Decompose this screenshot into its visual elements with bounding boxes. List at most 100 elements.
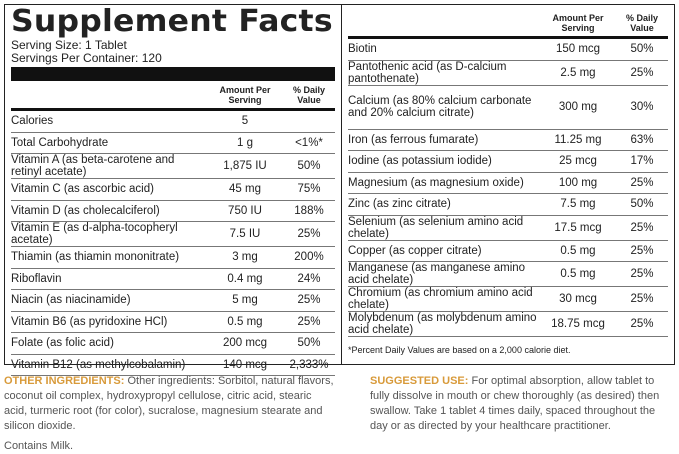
nutrient-dv: 25% (630, 318, 654, 330)
servings-per-container: Servings Per Container: 120 (11, 51, 162, 65)
nutrient-name: Calcium (as 80% calcium carbonate and 20… (348, 95, 532, 119)
nutrient-amount: 7.5 mg (560, 198, 596, 211)
nutrient-dv: 63% (630, 133, 654, 146)
nutrient-name: Folate (as folic acid) (11, 337, 114, 350)
other-ingredients: OTHER INGREDIENTS: Other ingredients: So… (4, 375, 334, 452)
nutrient-dv: 25% (297, 294, 321, 307)
nutrient-name: Biotin (348, 43, 377, 56)
table-row: Magnesium (as magnesium oxide) 100 mg 25% (348, 173, 668, 194)
table-row: Calcium (as 80% calcium carbonate and 20… (348, 86, 668, 130)
nutrient-dv: 50% (297, 160, 321, 172)
nutrient-name: Molybdenum (as molybdenum amino acid che… (348, 312, 537, 336)
nutrient-name: Thiamin (as thiamin mononitrate) (11, 251, 180, 264)
table-row: Copper (as copper citrate) 0.5 mg 25% (348, 241, 668, 262)
nutrient-name: Vitamin D (as cholecalciferol) (11, 204, 160, 217)
nutrient-name: Selenium (as selenium amino acid chelate… (348, 215, 524, 240)
nutrient-name: Magnesium (as magnesium oxide) (348, 176, 524, 189)
table-row: Pantothenic acid (as D-calcium pantothen… (348, 61, 668, 86)
nutrient-amount: 45 mg (229, 183, 261, 196)
table-row: Iodine (as potassium iodide) 25 mcg 17% (348, 151, 668, 173)
table-row: Iron (as ferrous fumarate) 11.25 mg 63% (348, 130, 668, 151)
table-header: Amount Per Serving% Daily Value (11, 81, 335, 111)
nutrient-dv: 30% (630, 101, 654, 113)
table-row: Manganese (as manganese amino acid chela… (348, 262, 668, 287)
table-row: Total Carbohydrate 1 g <1%* (11, 133, 335, 154)
table-row: Biotin 150 mcg 50% (348, 39, 668, 61)
divider-bar (11, 67, 335, 81)
table-row: Thiamin (as thiamin mononitrate) 3 mg 200% (11, 247, 335, 269)
nutrient-amount: 0.4 mg (227, 272, 263, 285)
nutrient-dv: 50% (630, 43, 654, 56)
table-row: Molybdenum (as molybdenum amino acid che… (348, 312, 668, 337)
table-header: Amount Per Serving% Daily Value (348, 5, 668, 39)
nutrient-name: Riboflavin (11, 272, 62, 285)
table-row: Riboflavin 0.4 mg 24% (11, 269, 335, 290)
nutrient-name: Calories (11, 115, 54, 128)
nutrient-dv: 2,333% (289, 358, 329, 371)
nutrient-dv: 25% (630, 66, 654, 79)
nutrient-amount: 30 mcg (559, 293, 597, 305)
nutrient-amount: 750 IU (228, 204, 262, 217)
nutrient-dv: 25% (297, 315, 321, 328)
supplement-facts-left: Supplement Facts Serving Size: 1 Tablet … (4, 4, 342, 376)
nutrient-amount: 1 g (237, 136, 253, 149)
nutrient-dv: 50% (297, 337, 321, 350)
table-row: Vitamin A (as beta-carotene and retinyl … (11, 154, 335, 179)
allergen-note: Contains Milk. (4, 440, 74, 452)
nutrient-amount: 200 mcg (222, 337, 268, 350)
nutrient-name: Vitamin B12 (as methylcobalamin) (11, 358, 186, 371)
nutrient-name: Vitamin E (as d-alpha-tocopheryl acetate… (11, 222, 178, 246)
nutrient-amount: 5 mg (232, 294, 258, 307)
table-row: Vitamin B12 (as methylcobalamin) 140 mcg 2… (11, 355, 335, 376)
nutrient-name: Pantothenic acid (as D-calcium pantothen… (348, 60, 507, 85)
nutrient-dv: 188% (294, 204, 324, 217)
table-row: Niacin (as niacinamide) 5 mg 25% (11, 290, 335, 312)
table-row: Folate (as folic acid) 200 mcg 50% (11, 333, 335, 355)
nutrient-dv: 200% (294, 251, 324, 264)
nutrient-amount: 150 mcg (555, 43, 601, 56)
nutrient-amount: 100 mg (558, 176, 598, 189)
nutrient-name: Vitamin B6 (as pyridoxine HCl) (11, 315, 168, 328)
nutrient-name: Copper (as copper citrate) (348, 244, 482, 257)
nutrient-amount: 11.25 mg (554, 133, 602, 146)
nutrient-dv: 75% (297, 183, 321, 196)
supplement-facts-right: Amount Per Serving% Daily Value Biotin 15… (341, 4, 675, 365)
nutrient-amount: 0.5 mg (560, 268, 596, 280)
serving-size: Serving Size: 1 Tablet (11, 38, 127, 52)
table-row: Calories 5 (11, 111, 335, 133)
nutrient-name: Iron (as ferrous fumarate) (348, 133, 479, 146)
nutrient-dv: 25% (630, 244, 654, 257)
nutrient-name: Chromium (as chromium amino acid chelate… (348, 287, 533, 311)
footnote: *Percent Daily Values are based on a 2,0… (348, 345, 571, 355)
nutrient-name: Iodine (as potassium iodide) (348, 155, 492, 168)
nutrient-name: Vitamin A (as beta-carotene and retinyl … (11, 154, 175, 178)
suggested-use: SUGGESTED USE: For optimal absorption, a… (370, 375, 660, 432)
nutrient-amount: 140 mcg (222, 358, 268, 371)
nutrient-name: Total Carbohydrate (11, 136, 109, 149)
table-row: Vitamin B6 (as pyridoxine HCl) 0.5 mg 25% (11, 312, 335, 333)
nutrient-name: Manganese (as manganese amino acid chela… (348, 262, 526, 286)
nutrient-amount: 5 (241, 115, 249, 128)
nutrient-dv: 25% (630, 221, 654, 234)
nutrient-name: Zinc (as zinc citrate) (348, 198, 451, 211)
nutrient-amount: 3 mg (232, 251, 258, 264)
nutrient-amount: 1,875 IU (223, 160, 267, 172)
nutrient-name: Vitamin C (as ascorbic acid) (11, 183, 154, 196)
nutrient-amount: 7.5 IU (229, 228, 261, 240)
nutrient-amount: 0.5 mg (227, 315, 263, 328)
nutrient-amount: 17.5 mcg (554, 221, 602, 234)
table-row: Vitamin E (as d-alpha-tocopheryl acetate… (11, 222, 335, 247)
table-row: Vitamin C (as ascorbic acid) 45 mg 75% (11, 179, 335, 201)
nutrient-dv: 17% (630, 155, 654, 168)
table-row: Chromium (as chromium amino acid chelate… (348, 287, 668, 312)
nutrient-dv: 25% (630, 176, 654, 189)
nutrient-dv: 50% (630, 198, 654, 211)
table-row: Selenium (as selenium amino acid chelate… (348, 216, 668, 241)
nutrient-name: Niacin (as niacinamide) (11, 294, 131, 307)
nutrient-dv: 25% (630, 293, 654, 305)
nutrient-amount: 18.75 mcg (551, 318, 605, 330)
table-row: Zinc (as zinc citrate) 7.5 mg 50% (348, 194, 668, 216)
nutrient-amount: 300 mg (558, 101, 598, 113)
nutrient-amount: 2.5 mg (560, 66, 596, 79)
nutrient-dv: 25% (297, 228, 321, 240)
